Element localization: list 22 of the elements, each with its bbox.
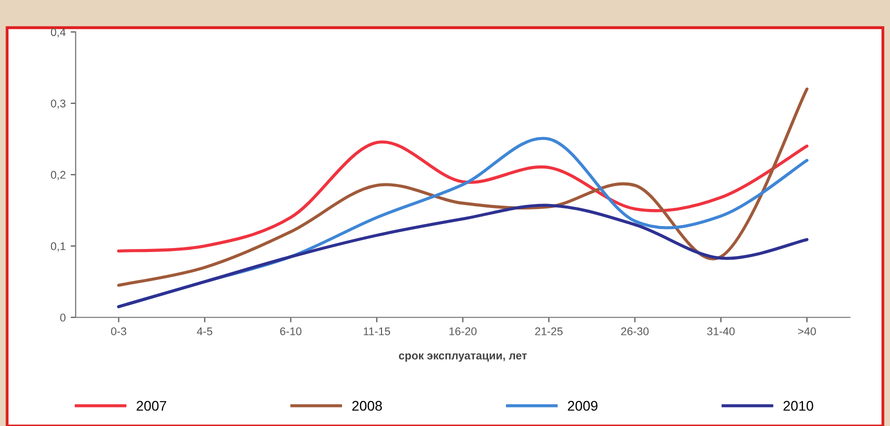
x-tick-label: 4-5 xyxy=(196,328,212,336)
x-tick-label: 11-15 xyxy=(364,328,390,336)
y-tick-label: 0,1 xyxy=(50,242,66,252)
y-tick-label: 0 xyxy=(60,314,66,322)
x-tick-label: 6-10 xyxy=(280,327,302,336)
line-series xyxy=(117,204,808,308)
line-series xyxy=(117,140,808,253)
legend-label: 2007 xyxy=(136,400,166,411)
line-series xyxy=(117,88,808,287)
legend-label: 2009 xyxy=(568,400,598,411)
x-tick-label: 0-3 xyxy=(111,327,126,336)
x-tick-label: >40 xyxy=(798,327,816,336)
x-tick-label: 26-30 xyxy=(621,327,649,336)
x-axis-title: срок эксплуатации, лет xyxy=(398,353,527,362)
legend-label: 2010 xyxy=(784,400,814,411)
y-tick-label: 0,4 xyxy=(50,28,66,38)
y-tick-label: 0,3 xyxy=(50,100,66,109)
y-tick-label: 0,2 xyxy=(50,170,66,180)
x-tick-label: 16-20 xyxy=(449,327,477,336)
x-tick-label: 21-25 xyxy=(535,327,563,336)
x-tick-label: 31-40 xyxy=(707,327,735,336)
legend-label: 2008 xyxy=(352,400,382,411)
